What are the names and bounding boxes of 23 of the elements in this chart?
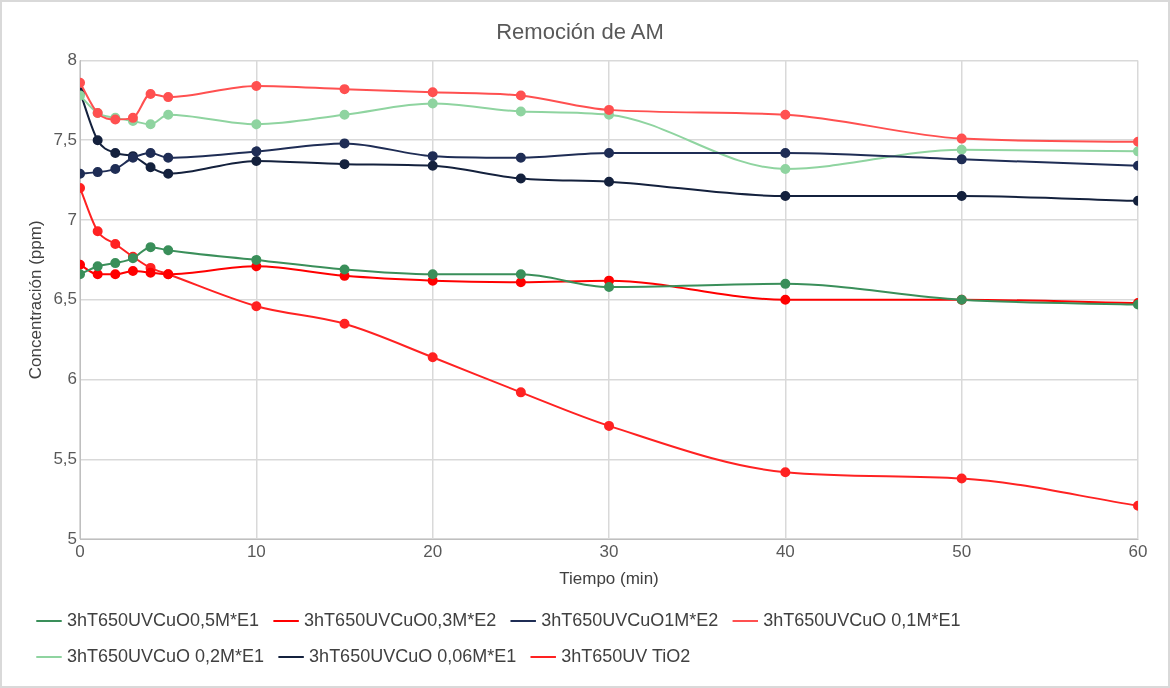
y-tick-label: 8 bbox=[67, 50, 78, 70]
y-tick-label: 6,5 bbox=[53, 289, 78, 309]
x-tick-label: 20 bbox=[423, 542, 443, 562]
legend-label: 3hT650UVCuO0,3M*E2 bbox=[304, 609, 497, 630]
legend-label: 3hT650UVCuO0,5M*E1 bbox=[67, 609, 260, 630]
legend-label: 3hT650UVCuO 0,06M*E1 bbox=[309, 645, 517, 666]
x-tick-label: 60 bbox=[1128, 542, 1148, 562]
chart-title: Remoción de AM bbox=[496, 19, 664, 45]
x-tick-label: 10 bbox=[246, 542, 266, 562]
legend-label: 3hT650UVCuO 0,1M*E1 bbox=[763, 609, 961, 630]
x-tick-label: 30 bbox=[599, 542, 619, 562]
x-tick-label: 0 bbox=[75, 542, 85, 562]
legend-label: 3hT650UVCuO 0,2M*E1 bbox=[67, 645, 265, 666]
y-axis-title: Concentración (ppm) bbox=[25, 220, 45, 380]
legend-label: 3hT650UV TiO2 bbox=[561, 645, 691, 666]
y-tick-label: 5,5 bbox=[53, 449, 78, 469]
x-tick-label: 50 bbox=[952, 542, 972, 562]
y-tick-label: 7,5 bbox=[53, 129, 78, 149]
legend-label: 3hT650UVCuO1M*E2 bbox=[541, 609, 719, 630]
x-tick-label: 40 bbox=[775, 542, 795, 562]
x-axis-title: Tiempo (min) bbox=[559, 569, 659, 589]
y-tick-label: 6 bbox=[67, 369, 78, 389]
y-tick-label: 7 bbox=[67, 209, 78, 229]
